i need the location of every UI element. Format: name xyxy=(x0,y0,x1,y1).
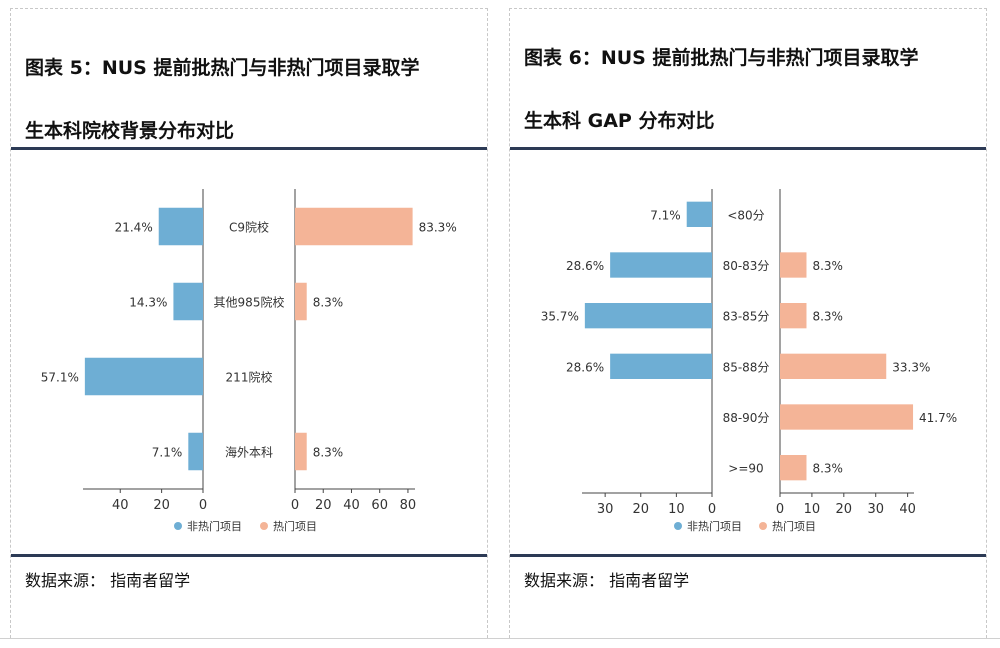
bar-non-hot xyxy=(584,303,712,329)
bar-hot xyxy=(780,252,807,278)
bar-hot xyxy=(780,353,887,379)
data-label-non-hot: 28.6% xyxy=(566,360,604,374)
data-source: 数据来源： 指南者留学 xyxy=(25,571,191,590)
chart-title-line-1: 图表 6：NUS 提前批热门与非热门项目录取学 xyxy=(524,47,919,69)
bar-non-hot xyxy=(188,432,203,471)
bar-non-hot xyxy=(84,357,203,396)
data-label-hot: 8.3% xyxy=(812,462,843,476)
bar-chart-school-background: 40 20 0 0 20 40 60 80 C9院校 21.4% 83.3% 其他985院校 14.3%… xyxy=(41,189,457,533)
left-tick-label: 40 xyxy=(112,498,129,513)
left-tick-label: 10 xyxy=(668,502,685,517)
data-label-hot: 8.3% xyxy=(812,310,843,324)
data-label-non-hot: 57.1% xyxy=(41,371,79,385)
chart-panel-right: 图表 6：NUS 提前批热门与非热门项目录取学 生本科 GAP 分布对比 30 2… xyxy=(509,8,987,638)
right-tick-label: 0 xyxy=(291,498,299,513)
right-tick-label: 20 xyxy=(836,502,853,517)
legend-label: 热门项目 xyxy=(273,519,317,533)
category-label: 海外本科 xyxy=(225,445,273,460)
right-tick-label: 60 xyxy=(371,498,388,513)
right-tick-label: 30 xyxy=(867,502,884,517)
left-tick-label: 30 xyxy=(597,502,614,517)
category-label: 211院校 xyxy=(226,370,273,385)
left-tick-label: 0 xyxy=(708,502,716,517)
left-tick-label: 20 xyxy=(153,498,170,513)
data-label-hot: 8.3% xyxy=(812,259,843,273)
legend-label: 非热门项目 xyxy=(187,519,242,533)
bar-non-hot xyxy=(610,353,712,379)
right-tick-label: 20 xyxy=(315,498,332,513)
data-label-non-hot: 28.6% xyxy=(566,259,604,273)
data-label-non-hot: 7.1% xyxy=(152,446,183,460)
divider-top xyxy=(11,147,487,150)
category-label: 其他985院校 xyxy=(214,295,285,310)
data-label-non-hot: 35.7% xyxy=(541,310,579,324)
data-label-non-hot: 7.1% xyxy=(650,208,681,222)
chart-title: 图表 6：NUS 提前批热门与非热门项目录取学 生本科 GAP 分布对比 xyxy=(524,27,976,153)
data-label-hot: 8.3% xyxy=(313,446,344,460)
legend-label: 热门项目 xyxy=(772,519,816,533)
right-tick-label: 0 xyxy=(776,502,784,517)
category-label: 85-88分 xyxy=(723,360,770,374)
legend-marker xyxy=(674,522,682,530)
chart-title: 图表 5：NUS 提前批热门与非热门项目录取学 生本科院校背景分布对比 xyxy=(25,37,477,163)
category-label: 80-83分 xyxy=(723,259,770,273)
bar-hot xyxy=(295,282,307,321)
bar-hot xyxy=(295,207,413,246)
right-tick-label: 40 xyxy=(343,498,360,513)
category-label: 88-90分 xyxy=(723,411,770,425)
right-tick-label: 80 xyxy=(400,498,417,513)
divider-bottom xyxy=(510,554,986,557)
data-label-hot: 8.3% xyxy=(313,296,344,310)
left-tick-label: 0 xyxy=(199,498,207,513)
bar-chart-gpa-distribution: 30 20 10 0 0 10 20 30 40 <80分 7.1% 80-83分 28.6% 8.3% 8… xyxy=(541,189,957,533)
legend-marker xyxy=(174,522,182,530)
bar-non-hot xyxy=(173,282,203,321)
chart-title-line-2: 生本科院校背景分布对比 xyxy=(25,120,235,142)
category-label: 83-85分 xyxy=(723,310,770,324)
data-label-hot: 83.3% xyxy=(419,221,457,235)
bar-hot xyxy=(780,455,807,481)
data-source: 数据来源： 指南者留学 xyxy=(524,571,690,590)
bar-non-hot xyxy=(610,252,712,278)
page-bottom-border xyxy=(0,638,1000,639)
category-label: <80分 xyxy=(727,208,764,222)
chart-title-line-1: 图表 5：NUS 提前批热门与非热门项目录取学 xyxy=(25,57,420,79)
category-label: >=90 xyxy=(728,462,763,476)
category-label: C9院校 xyxy=(229,220,269,235)
right-tick-label: 40 xyxy=(899,502,916,517)
bar-non-hot xyxy=(158,207,203,246)
data-label-hot: 41.7% xyxy=(919,411,957,425)
legend-marker xyxy=(759,522,767,530)
data-label-non-hot: 21.4% xyxy=(115,221,153,235)
data-label-non-hot: 14.3% xyxy=(129,296,167,310)
bar-hot xyxy=(295,432,307,471)
bar-non-hot xyxy=(686,201,712,227)
legend-label: 非热门项目 xyxy=(687,519,742,533)
chart-title-line-2: 生本科 GAP 分布对比 xyxy=(524,110,715,132)
legend-marker xyxy=(260,522,268,530)
left-tick-label: 20 xyxy=(632,502,649,517)
bar-hot xyxy=(780,303,807,329)
chart-panel-left: 图表 5：NUS 提前批热门与非热门项目录取学 生本科院校背景分布对比 40 20… xyxy=(10,8,488,638)
data-label-hot: 33.3% xyxy=(892,360,930,374)
right-tick-label: 10 xyxy=(804,502,821,517)
divider-bottom xyxy=(11,554,487,557)
divider-top xyxy=(510,147,986,150)
bar-hot xyxy=(780,404,914,430)
